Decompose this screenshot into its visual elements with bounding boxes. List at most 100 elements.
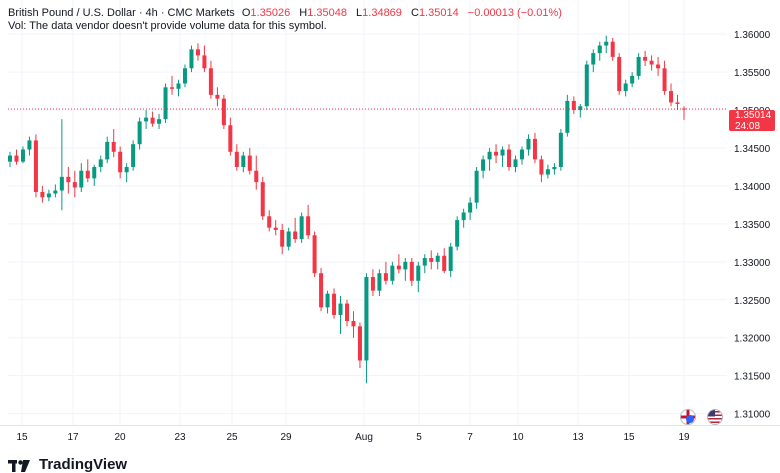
candle — [507, 144, 512, 171]
candle — [630, 72, 635, 88]
x-tick-label: 13 — [572, 432, 584, 443]
candle — [370, 269, 375, 296]
candle-body — [656, 64, 661, 69]
candle — [455, 216, 460, 251]
candle — [299, 212, 304, 243]
candle-body — [267, 216, 272, 228]
candle-body — [144, 117, 149, 122]
candle-body — [79, 170, 84, 188]
candle-body — [92, 166, 97, 179]
candle-body — [662, 68, 667, 92]
candle — [280, 223, 285, 255]
gbp-flag-icon[interactable] — [680, 409, 696, 425]
tradingview-logo[interactable]: TradingView — [8, 456, 127, 473]
candle-body — [7, 155, 13, 162]
candle — [513, 155, 518, 173]
tradingview-logo-icon — [8, 459, 30, 472]
candle — [170, 75, 175, 95]
candle-body — [59, 176, 64, 191]
candle-body — [137, 121, 142, 145]
x-tick-label: 19 — [678, 432, 690, 443]
candle-body — [53, 190, 58, 194]
x-tick-label: 10 — [512, 432, 524, 443]
candle — [539, 155, 544, 183]
y-tick-label: 1.33000 — [734, 258, 771, 269]
candle-body — [40, 192, 45, 198]
x-tick-label: 17 — [67, 432, 79, 443]
candle — [526, 134, 531, 156]
candle-body — [364, 277, 369, 361]
candle — [157, 113, 162, 130]
candle — [27, 136, 32, 156]
tradingview-brand: TradingView — [39, 456, 128, 473]
candle-body — [481, 159, 486, 171]
y-tick-label: 1.33500 — [734, 220, 771, 231]
candle — [494, 144, 499, 164]
candle-body — [558, 132, 563, 167]
candle-body — [157, 119, 162, 124]
candle — [344, 299, 350, 327]
candle — [448, 242, 453, 278]
candle-body — [610, 41, 615, 57]
candle-body — [228, 125, 233, 152]
candle-body — [312, 235, 317, 274]
candle-body — [66, 176, 71, 183]
candle — [617, 53, 622, 95]
candle — [319, 267, 324, 312]
candle-body — [357, 326, 362, 361]
y-tick-label: 1.34500 — [734, 144, 771, 155]
candle-body — [46, 193, 51, 198]
candle-body — [111, 141, 116, 152]
candle-body — [604, 41, 609, 46]
candle — [189, 45, 194, 73]
y-tick-label: 1.32500 — [734, 296, 771, 307]
candle-body — [377, 273, 382, 291]
candle — [416, 261, 421, 293]
y-tick-label: 1.36000 — [734, 30, 771, 41]
x-tick-label: 25 — [226, 432, 238, 443]
candle — [202, 45, 207, 73]
close-label: C — [410, 7, 419, 19]
candle — [545, 164, 550, 179]
candle — [144, 110, 149, 130]
candle — [79, 163, 84, 193]
y-tick-label: 1.36500 — [734, 0, 771, 3]
open-label: O — [241, 7, 251, 19]
candle — [33, 134, 38, 198]
candle-body — [636, 56, 641, 76]
candle-body — [422, 258, 427, 266]
candle-body — [182, 68, 187, 84]
candle — [92, 164, 97, 186]
candle — [260, 176, 265, 221]
candle — [578, 103, 583, 118]
candle — [273, 220, 278, 236]
candle-body — [396, 265, 401, 270]
candle-body — [72, 182, 77, 188]
candle — [357, 322, 362, 369]
candle — [124, 163, 129, 183]
candle-body — [195, 49, 200, 56]
candle-body — [124, 166, 129, 173]
candle — [247, 147, 252, 175]
usd-flag-icon[interactable] — [707, 409, 723, 425]
y-tick-label: 1.34000 — [734, 182, 771, 193]
low-label: L — [356, 7, 363, 19]
candle-body — [325, 293, 330, 308]
candle-body — [332, 293, 337, 315]
volume-note: Vol: The data vendor doesn't provide vol… — [8, 20, 327, 32]
current-price-badge: 1.35014 24:08 — [729, 110, 775, 131]
candle-body — [221, 98, 226, 126]
candle-body — [545, 169, 550, 175]
candle-body — [442, 255, 447, 271]
candle — [312, 231, 317, 278]
candle-body — [617, 56, 622, 92]
candle — [66, 166, 71, 194]
candle — [656, 56, 661, 76]
candle-body — [131, 144, 136, 167]
candle — [565, 94, 570, 137]
candle-body — [383, 273, 388, 281]
candle-body — [280, 229, 285, 247]
candle-body — [273, 227, 278, 230]
candle — [461, 208, 466, 228]
